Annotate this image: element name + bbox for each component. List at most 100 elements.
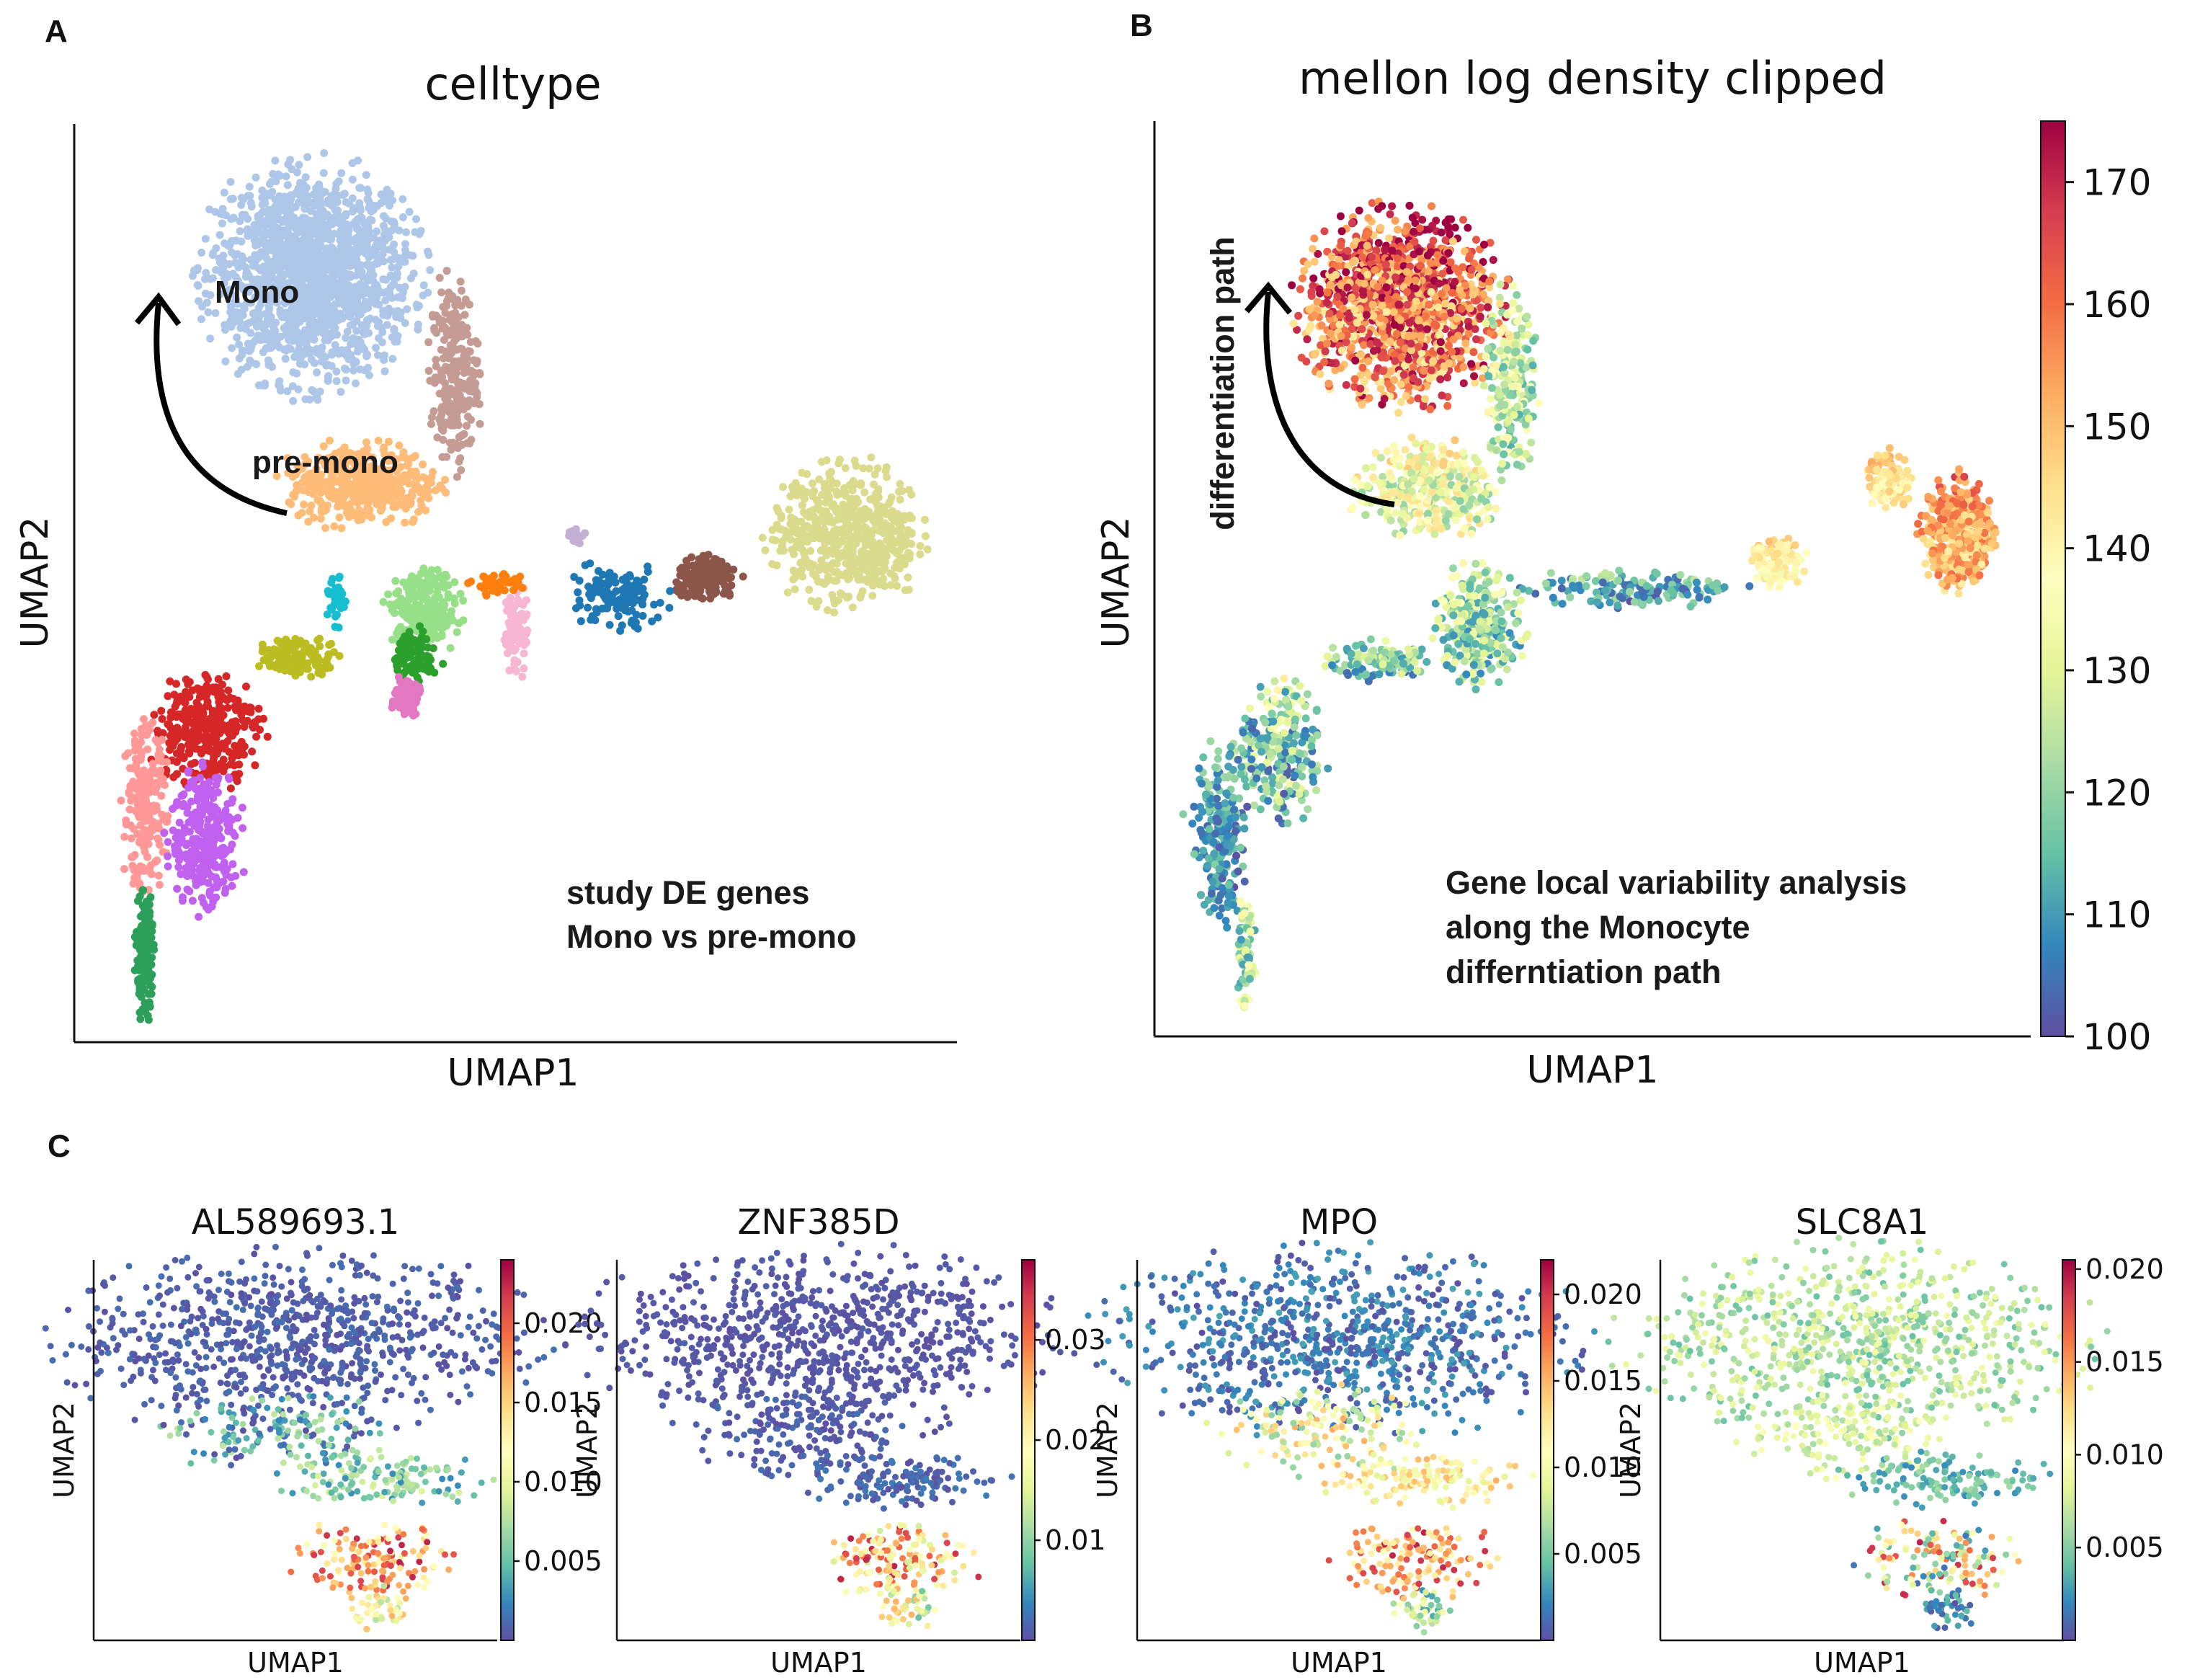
scatter-point bbox=[844, 575, 852, 584]
scatter-point bbox=[401, 251, 409, 259]
scatter-point bbox=[377, 199, 386, 208]
scatter-point bbox=[896, 523, 905, 531]
scatter-point bbox=[283, 181, 292, 190]
scatter-point bbox=[590, 585, 599, 593]
scatter-point bbox=[450, 404, 459, 412]
scatter-point bbox=[869, 548, 878, 556]
scatter-point bbox=[316, 215, 324, 223]
scatter-point bbox=[411, 452, 419, 461]
scatter-point bbox=[172, 757, 181, 766]
scatter-point bbox=[202, 672, 211, 681]
scatter-point bbox=[267, 647, 276, 656]
scatter-point bbox=[181, 694, 190, 703]
scatter-point bbox=[220, 694, 228, 703]
scatter-point bbox=[283, 200, 292, 208]
scatter-point bbox=[342, 365, 350, 374]
scatter-point bbox=[228, 718, 236, 726]
scatter-point bbox=[758, 533, 767, 542]
scatter-point bbox=[288, 266, 296, 275]
scatter-point bbox=[467, 366, 476, 375]
scatter-point bbox=[187, 847, 196, 855]
scatter-point bbox=[327, 639, 335, 648]
scatter-point bbox=[343, 350, 352, 357]
scatter-point bbox=[820, 525, 829, 533]
scatter-point bbox=[356, 338, 365, 347]
scatter-point bbox=[153, 834, 162, 843]
scatter-point bbox=[249, 722, 257, 731]
scatter-point bbox=[438, 484, 446, 493]
scatter-point bbox=[155, 881, 164, 889]
scatter-point bbox=[455, 379, 463, 387]
scatter-point bbox=[179, 754, 188, 763]
scatter-point bbox=[124, 749, 133, 757]
scatter-point bbox=[242, 683, 250, 691]
scatter-point bbox=[234, 263, 243, 272]
scatter-point bbox=[184, 768, 192, 777]
scatter-point bbox=[227, 873, 236, 881]
panel-a-note-line2: Mono vs pre-mono bbox=[566, 918, 857, 955]
scatter-point bbox=[435, 415, 444, 424]
scatter-point bbox=[844, 509, 852, 517]
scatter-point bbox=[450, 416, 459, 425]
scatter-point bbox=[456, 454, 465, 463]
scatter-point bbox=[120, 865, 128, 874]
scatter-point bbox=[200, 275, 209, 283]
scatter-point bbox=[347, 256, 355, 265]
scatter-point bbox=[876, 522, 885, 530]
scatter-point bbox=[164, 862, 172, 871]
scatter-point bbox=[848, 551, 857, 559]
panel-a-ylabel: UMAP2 bbox=[14, 517, 57, 649]
scatter-point bbox=[523, 626, 532, 635]
scatter-point bbox=[326, 486, 334, 495]
scatter-point bbox=[133, 808, 141, 817]
scatter-point bbox=[437, 288, 446, 297]
scatter-point bbox=[709, 561, 718, 569]
scatter-point bbox=[904, 585, 913, 594]
scatter-point bbox=[473, 393, 481, 401]
scatter-point bbox=[210, 733, 219, 741]
scatter-point bbox=[414, 325, 422, 334]
scatter-point bbox=[584, 603, 592, 612]
scatter-point bbox=[135, 990, 143, 998]
scatter-point bbox=[439, 303, 448, 311]
scatter-point bbox=[435, 592, 443, 601]
scatter-point bbox=[672, 578, 681, 587]
scatter-point bbox=[235, 340, 243, 349]
scatter-point bbox=[221, 806, 230, 815]
scatter-point bbox=[354, 310, 362, 319]
scatter-point bbox=[173, 884, 182, 893]
scatter-point bbox=[202, 269, 210, 277]
scatter-point bbox=[1303, 335, 1312, 344]
scatter-point bbox=[276, 172, 284, 180]
scatter-point bbox=[125, 788, 133, 796]
scatter-point bbox=[819, 561, 828, 569]
scatter-point bbox=[295, 251, 304, 259]
scatter-point bbox=[179, 791, 187, 800]
scatter-point bbox=[393, 486, 401, 495]
scatter-point bbox=[203, 716, 212, 725]
scatter-point bbox=[208, 766, 216, 775]
scatter-point bbox=[409, 603, 417, 612]
scatter-point bbox=[475, 400, 484, 409]
scatter-point bbox=[130, 966, 139, 974]
scatter-point bbox=[285, 498, 293, 507]
scatter-point bbox=[289, 309, 297, 318]
scatter-point bbox=[331, 270, 340, 279]
scatter-point bbox=[202, 726, 210, 734]
scatter-point bbox=[451, 316, 460, 324]
scatter-point bbox=[366, 314, 375, 323]
scatter-point bbox=[868, 592, 877, 600]
scatter-point bbox=[724, 566, 733, 574]
scatter-point bbox=[146, 788, 154, 796]
scatter-point bbox=[197, 249, 206, 257]
scatter-point bbox=[299, 335, 308, 344]
scatter-point bbox=[355, 506, 363, 515]
scatter-point bbox=[379, 221, 388, 230]
scatter-point bbox=[499, 570, 508, 578]
scatter-point bbox=[440, 422, 448, 430]
scatter-point bbox=[854, 531, 863, 540]
scatter-point bbox=[336, 236, 344, 244]
scatter-point bbox=[374, 351, 382, 360]
scatter-point bbox=[1438, 391, 1446, 400]
scatter-point bbox=[346, 481, 355, 489]
